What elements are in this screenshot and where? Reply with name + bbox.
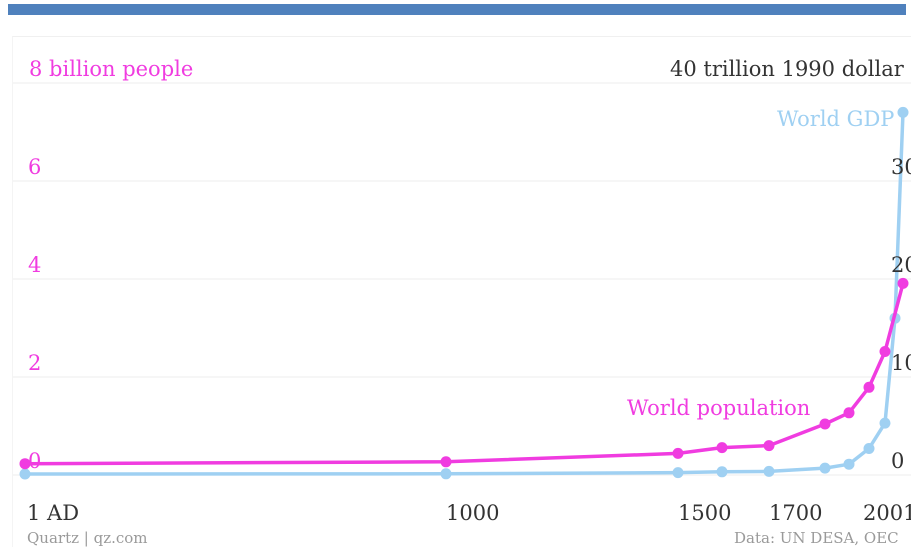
gdp-point-1600 [716,466,728,478]
population-point-1 [19,458,31,470]
population-point-1913 [863,381,875,393]
gdp-point-1 [19,468,31,480]
source-text: Data: UN DESA, OEC [734,529,899,547]
population-point-1700 [763,440,775,452]
gdp-point-1700 [763,465,775,477]
x-tick-1700: 1700 [769,501,823,525]
population-point-1820 [819,418,831,430]
series-layer [19,106,909,480]
left-tick-6: 6 [28,155,42,179]
gdp-point-1820 [819,462,831,474]
gdp-point-1870 [843,458,855,470]
right-tick-10: 10 [891,351,911,375]
population-point-1000 [440,456,452,468]
left-tick-4: 4 [28,253,42,277]
gdp-point-1950 [879,417,891,429]
header-bar [8,4,906,15]
right-tick-30: 30 [891,155,911,179]
x-tick-1500: 1500 [678,501,732,525]
gdp-point-1500 [672,467,684,479]
left-axis-title: 8 billion people [29,57,194,81]
population-line [24,282,905,466]
population-point-1600 [716,442,728,454]
right-tick-0: 0 [891,449,905,473]
x-tick-2001: 2001 [863,501,911,525]
chart-container: 8 billion people 40 trillion 1990 dollar… [12,36,911,547]
right-axis-title: 40 trillion 1990 dollar [670,57,904,81]
credit-text: Quartz | qz.com [27,529,148,547]
population-series-label: World population [627,396,811,420]
chart-svg [13,82,911,480]
gdp-series-label: World GDP [777,107,895,131]
left-tick-0: 0 [28,449,42,473]
right-tick-20: 20 [891,253,911,277]
population-point-1500 [672,447,684,459]
x-tick-1ad: 1 AD [27,501,80,525]
population-point-2001 [897,277,909,289]
gdp-point-1913 [863,443,875,454]
gdp-point-1000 [440,468,452,480]
population-point-1870 [843,407,855,419]
left-tick-2: 2 [28,351,42,375]
gdp-point-2001 [897,106,909,118]
population-point-1950 [879,346,891,357]
x-tick-1000: 1000 [446,501,500,525]
